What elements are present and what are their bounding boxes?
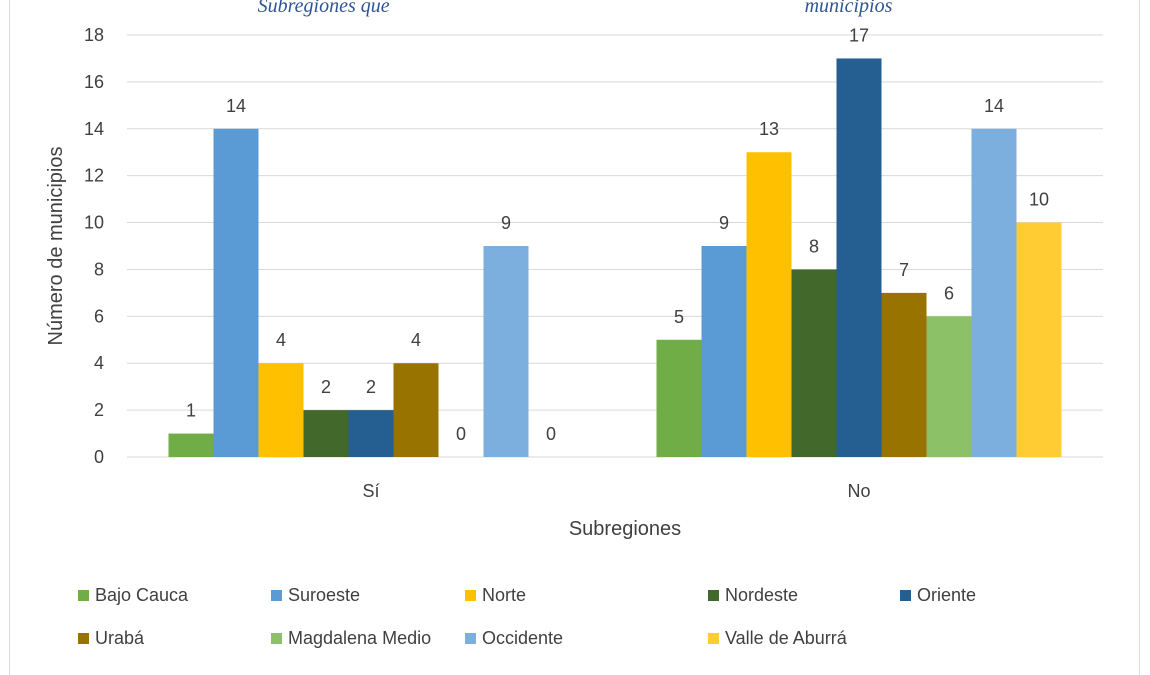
legend-item: Occidente bbox=[465, 628, 563, 649]
y-tick-label: 4 bbox=[94, 353, 104, 373]
data-labels: 1 14 4 2 2 4 0 9 0 5 9 13 8 17 7 6 14 10 bbox=[186, 25, 1049, 444]
legend-label: Norte bbox=[482, 585, 527, 605]
chart-title-fragment: Subregiones que municipios bbox=[257, 0, 893, 17]
data-label: 14 bbox=[984, 96, 1004, 116]
data-label: 4 bbox=[411, 330, 421, 350]
data-label: 2 bbox=[321, 377, 331, 397]
legend-item: Bajo Cauca bbox=[78, 585, 188, 606]
bar bbox=[393, 363, 439, 457]
bar bbox=[483, 246, 529, 457]
bar bbox=[701, 246, 747, 457]
y-tick-label: 0 bbox=[94, 447, 104, 467]
legend-swatch bbox=[708, 590, 719, 601]
legend-item: Nordeste bbox=[708, 585, 798, 606]
legend-swatch bbox=[465, 590, 476, 601]
bar bbox=[926, 316, 972, 457]
legend-item: Suroeste bbox=[271, 585, 360, 606]
legend-swatch bbox=[900, 590, 911, 601]
y-tick-label: 10 bbox=[84, 213, 104, 233]
legend-label: Oriente bbox=[917, 585, 977, 605]
bar bbox=[303, 410, 349, 457]
bar bbox=[656, 339, 702, 457]
bar bbox=[348, 410, 394, 457]
y-tick-label: 8 bbox=[94, 259, 104, 279]
legend-label: Occidente bbox=[482, 628, 564, 648]
bars bbox=[168, 58, 1062, 457]
y-tick-label: 16 bbox=[84, 72, 104, 92]
y-tick-label: 6 bbox=[94, 306, 104, 326]
bar bbox=[258, 363, 304, 457]
data-label: 17 bbox=[849, 25, 869, 45]
bar bbox=[836, 58, 882, 457]
x-axis-title: Subregiones bbox=[569, 518, 681, 540]
bar bbox=[213, 128, 259, 457]
legend-label: Urabá bbox=[95, 628, 145, 648]
y-tick-label: 18 bbox=[84, 25, 104, 45]
legend-label: Valle de Aburrá bbox=[725, 628, 847, 648]
y-axis-title: Número de municipios bbox=[45, 147, 67, 346]
data-label: 8 bbox=[809, 236, 819, 256]
y-tick-label: 2 bbox=[94, 400, 104, 420]
legend-item: Urabá bbox=[78, 628, 144, 649]
legend-label: Bajo Cauca bbox=[95, 585, 189, 605]
legend-item: Magdalena Medio bbox=[271, 628, 431, 649]
data-label: 2 bbox=[366, 377, 376, 397]
data-label: 9 bbox=[501, 213, 511, 233]
data-label: 1 bbox=[186, 401, 196, 421]
data-label: 0 bbox=[546, 424, 556, 444]
x-tick-label: Sí bbox=[362, 481, 379, 501]
bar bbox=[881, 292, 927, 457]
data-label: 7 bbox=[899, 260, 909, 280]
y-axis-ticks: 0 2 4 6 8 10 12 14 16 18 bbox=[84, 25, 104, 467]
legend-label: Nordeste bbox=[725, 585, 799, 605]
y-tick-label: 12 bbox=[84, 166, 104, 186]
bar bbox=[168, 433, 214, 457]
legend-item: Norte bbox=[465, 585, 526, 606]
data-label: 6 bbox=[944, 283, 954, 303]
bar bbox=[791, 269, 837, 457]
legend-swatch bbox=[708, 633, 719, 644]
bar bbox=[971, 128, 1017, 457]
data-label: 10 bbox=[1029, 190, 1049, 210]
bar bbox=[746, 152, 792, 457]
y-tick-label: 14 bbox=[84, 119, 104, 139]
data-label: 9 bbox=[719, 213, 729, 233]
legend-swatch bbox=[78, 633, 89, 644]
legend-label: Suroeste bbox=[288, 585, 361, 605]
data-label: 13 bbox=[759, 119, 779, 139]
chart-frame bbox=[9, 0, 1140, 675]
data-label: 14 bbox=[226, 96, 246, 116]
legend-swatch bbox=[271, 633, 282, 644]
data-label: 4 bbox=[276, 330, 286, 350]
legend-item: Oriente bbox=[900, 585, 976, 606]
data-label: 0 bbox=[456, 424, 466, 444]
x-axis-ticks: Sí No bbox=[362, 481, 870, 501]
legend-swatch bbox=[465, 633, 476, 644]
legend-swatch bbox=[78, 590, 89, 601]
bar bbox=[1016, 222, 1062, 457]
legend-label: Magdalena Medio bbox=[288, 628, 432, 648]
data-label: 5 bbox=[674, 307, 684, 327]
legend-swatch bbox=[271, 590, 282, 601]
legend-item: Valle de Aburrá bbox=[708, 628, 847, 649]
x-tick-label: No bbox=[847, 481, 870, 501]
